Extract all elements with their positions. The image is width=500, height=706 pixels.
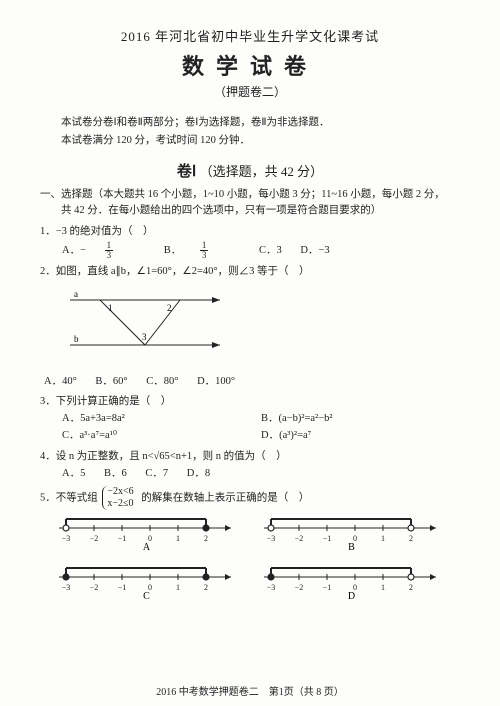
- svg-text:2: 2: [204, 583, 208, 592]
- exam-subtitle: （押题卷二）: [40, 83, 460, 100]
- q1-opt-a: A．− 13: [62, 241, 145, 260]
- section-1-label: 卷Ⅰ: [177, 164, 196, 180]
- svg-text:−3: −3: [267, 534, 276, 543]
- mc-heading-l2: 共 42 分．在每小题给出的四个选项中，只有一项是符合题目要求的）: [40, 203, 460, 220]
- q3-stem: 3．下列计算正确的是（ ）: [40, 394, 460, 411]
- intro-line-2: 本试卷满分 120 分，考试时间 120 分钟．: [40, 132, 460, 150]
- q2-opt-a: A．40°: [44, 374, 77, 391]
- svg-text:−2: −2: [295, 534, 304, 543]
- q2-diagram: a b 1 2 3: [60, 285, 460, 372]
- svg-text:1: 1: [176, 534, 180, 543]
- q2-options: A．40° B．60° C．80° D．100°: [40, 374, 460, 391]
- mc-heading: 一、选择题（本大题共 16 个小题，1~10 小题，每小题 3 分；11~16 …: [40, 187, 460, 221]
- q2-opt-c: C．80°: [146, 374, 178, 391]
- q2-label-a: a: [74, 289, 78, 299]
- q4-opt-b: B．6: [104, 466, 127, 483]
- svg-text:−1: −1: [118, 583, 127, 592]
- fraction-icon: 13: [200, 241, 225, 260]
- exam-intro: 本试卷分卷Ⅰ和卷Ⅱ两部分；卷Ⅰ为选择题，卷Ⅱ为非选择题． 本试卷满分 120 分…: [40, 114, 460, 150]
- numberline-icon: −3−2−1012B: [259, 510, 444, 552]
- q5-opt-a: −3−2−1012A: [54, 510, 239, 559]
- svg-text:A: A: [143, 542, 151, 552]
- svg-text:2: 2: [409, 583, 413, 592]
- question-3: 3．下列计算正确的是（ ） A．5a+3a=8a² B．(a−b)²=a²−b²…: [40, 394, 460, 444]
- svg-text:1: 1: [176, 583, 180, 592]
- q1-stem: 1．−3 的绝对值为（ ）: [40, 224, 460, 241]
- fraction-icon: 13: [105, 241, 130, 260]
- brace-icon: −2x<6 x−2≤0: [102, 486, 136, 510]
- mc-heading-l1: 一、选择题（本大题共 16 个小题，1~10 小题，每小题 3 分；11~16 …: [40, 187, 460, 204]
- q2-opt-d: D．100°: [197, 374, 235, 391]
- svg-text:C: C: [143, 591, 150, 601]
- q4-options: A．5 B．6 C．7 D．8: [40, 466, 460, 483]
- q3-opt-c: C．a³·a⁷=a¹⁰: [62, 428, 261, 445]
- q2-stem: 2．如图，直线 a∥b，∠1=60°，∠2=40°，则∠3 等于（ ）: [40, 264, 460, 281]
- section-1-desc: （选择题，共 42 分）: [200, 164, 324, 179]
- section-1-header: 卷Ⅰ （选择题，共 42 分）: [40, 160, 460, 181]
- q4-opt-a: A．5: [62, 466, 85, 483]
- numberline-icon: −3−2−1012A: [54, 510, 239, 552]
- svg-text:D: D: [348, 591, 355, 601]
- svg-text:−2: −2: [90, 583, 99, 592]
- svg-text:−3: −3: [267, 583, 276, 592]
- q3-opt-a: A．5a+3a=8a²: [62, 411, 261, 428]
- question-5: 5．不等式组 −2x<6 x−2≤0 的解集在数轴上表示正确的是（ ） −3 −2…: [40, 486, 460, 608]
- q3-opt-b: B．(a−b)²=a²−b²: [261, 411, 460, 428]
- svg-text:−1: −1: [118, 534, 127, 543]
- svg-text:−1: −1: [323, 534, 332, 543]
- q2-angle-2: 2: [167, 303, 172, 313]
- svg-text:−2: −2: [295, 583, 304, 592]
- question-4: 4．设 n 为正整数，且 n<√65<n+1，则 n 的值为（ ） A．5 B．…: [40, 449, 460, 483]
- numberline-icon: −3−2−1012D: [259, 559, 444, 601]
- svg-text:−3: −3: [62, 583, 71, 592]
- svg-text:1: 1: [381, 534, 385, 543]
- q5-options-row1: −3−2−1012A −3−2−1012B: [54, 510, 460, 559]
- q5-opt-d: −3−2−1012D: [259, 559, 444, 608]
- svg-text:1: 1: [381, 583, 385, 592]
- q4-stem: 4．设 n 为正整数，且 n<√65<n+1，则 n 的值为（ ）: [40, 449, 460, 466]
- question-1: 1．−3 的绝对值为（ ） A．− 13 B． 13 C．3 D．−3: [40, 224, 460, 260]
- exam-page: 2016 年河北省初中毕业生升学文化课考试 数学试卷 （押题卷二） 本试卷分卷Ⅰ…: [0, 0, 500, 706]
- svg-text:B: B: [348, 542, 355, 552]
- q2-opt-b: B．60°: [95, 374, 127, 391]
- q1-opt-d: D．−3: [300, 243, 329, 260]
- svg-text:−2: −2: [90, 534, 99, 543]
- svg-text:−1: −1: [323, 583, 332, 592]
- q2-angle-1: 1: [108, 303, 113, 313]
- svg-text:2: 2: [204, 534, 208, 543]
- question-2: 2．如图，直线 a∥b，∠1=60°，∠2=40°，则∠3 等于（ ） a b …: [40, 264, 460, 390]
- svg-text:2: 2: [409, 534, 413, 543]
- q5-opt-b: −3−2−1012B: [259, 510, 444, 559]
- exam-title: 数学试卷: [40, 49, 460, 81]
- q1-options: A．− 13 B． 13 C．3 D．−3: [40, 241, 460, 260]
- q1-opt-b: B． 13: [164, 241, 241, 260]
- q2-angle-3: 3: [142, 332, 147, 342]
- q4-opt-c: C．7: [145, 466, 168, 483]
- q2-label-b: b: [74, 334, 79, 344]
- q4-opt-d: D．8: [187, 466, 210, 483]
- q1-opt-c: C．3: [259, 243, 282, 260]
- q3-opt-d: D．(a³)²=a⁷: [261, 428, 460, 445]
- exam-header-line1: 2016 年河北省初中毕业生升学文化课考试: [40, 26, 460, 45]
- q5-options-row2: −3−2−1012C −3−2−1012D: [54, 559, 460, 608]
- svg-text:−3: −3: [62, 534, 71, 543]
- page-footer: 2016 中考数学押题卷二 第1页（共 8 页）: [0, 683, 500, 698]
- q5-stem: 5．不等式组 −2x<6 x−2≤0 的解集在数轴上表示正确的是（ ）: [40, 486, 460, 510]
- q5-opt-c: −3−2−1012C: [54, 559, 239, 608]
- numberline-icon: −3−2−1012C: [54, 559, 239, 601]
- intro-line-1: 本试卷分卷Ⅰ和卷Ⅱ两部分；卷Ⅰ为选择题，卷Ⅱ为非选择题．: [40, 114, 460, 132]
- q3-options: A．5a+3a=8a² B．(a−b)²=a²−b²: [40, 411, 460, 428]
